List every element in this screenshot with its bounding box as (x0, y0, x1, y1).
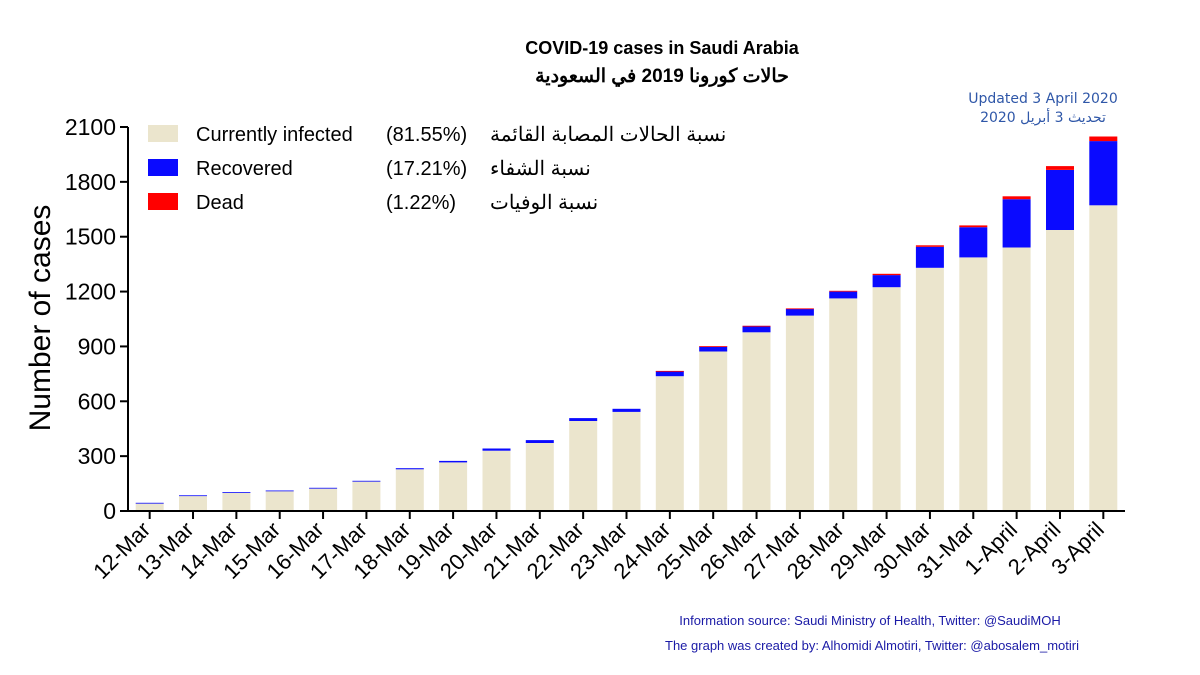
bar-currently-infected-15-mar (265, 490, 294, 511)
bar-currently-infected-16-mar (309, 488, 338, 511)
y-tick-label: 1200 (65, 279, 116, 305)
bar-recovered-24-mar (655, 371, 684, 377)
bar-recovered-31-mar (959, 227, 988, 258)
bars-group (135, 136, 1118, 512)
bar-dead-27-mar (785, 308, 814, 310)
bar-recovered-19-mar (439, 460, 468, 463)
bar-currently-infected-14-mar (222, 492, 251, 511)
bar-recovered-29-mar (872, 275, 901, 288)
y-tick-label: 900 (78, 333, 116, 359)
bar-recovered-28-mar (829, 291, 858, 299)
legend-percent: (81.55%) (386, 124, 467, 146)
bar-currently-infected-30-mar (915, 267, 944, 511)
y-tick-label: 0 (103, 498, 116, 524)
legend-arabic-label: نسبة الشفاء (490, 158, 591, 180)
bar-recovered-17-mar (352, 480, 381, 482)
bar-recovered-16-mar (309, 487, 338, 489)
bar-recovered-26-mar (742, 325, 771, 333)
y-tick-label: 1800 (65, 169, 116, 195)
bar-dead-3-april (1089, 136, 1118, 142)
legend-percent: (17.21%) (386, 158, 467, 180)
bar-recovered-12-mar (135, 502, 164, 504)
bar-currently-infected-18-mar (395, 469, 424, 511)
bar-recovered-3-april (1089, 141, 1118, 206)
bar-currently-infected-26-mar (742, 332, 771, 511)
bar-currently-infected-21-mar (525, 443, 554, 511)
bar-currently-infected-31-mar (959, 257, 988, 511)
bar-recovered-25-mar (699, 346, 728, 352)
bar-dead-30-mar (915, 245, 944, 247)
y-tick-label: 600 (78, 388, 116, 414)
bar-currently-infected-19-mar (439, 462, 468, 511)
bar-currently-infected-22-mar (569, 421, 598, 511)
legend-label: Dead (196, 192, 244, 214)
legend-arabic-label: نسبة الوفيات (490, 192, 598, 214)
bar-dead-26-mar (742, 325, 771, 327)
bar-recovered-20-mar (482, 448, 511, 451)
bar-recovered-14-mar (222, 492, 251, 493)
bar-dead-1-april (1002, 196, 1031, 200)
updated-label: Updated 3 April 2020 (968, 91, 1117, 107)
bar-currently-infected-24-mar (655, 376, 684, 511)
y-axis-label: Number of cases (24, 205, 57, 432)
y-tick-label: 1500 (65, 224, 116, 250)
legend-swatch (148, 193, 178, 210)
bar-currently-infected-1-april (1002, 247, 1031, 511)
bar-recovered-27-mar (785, 308, 814, 316)
y-tick-label: 2100 (65, 114, 116, 140)
bar-currently-infected-2-april (1046, 229, 1074, 511)
legend-swatch (148, 125, 178, 142)
bar-currently-infected-28-mar (829, 298, 858, 511)
y-tick-label: 300 (78, 443, 116, 469)
bar-recovered-15-mar (265, 490, 294, 492)
bar-currently-infected-12-mar (135, 503, 164, 511)
bar-recovered-13-mar (179, 495, 207, 497)
bar-currently-infected-29-mar (872, 287, 901, 511)
bar-recovered-30-mar (915, 246, 944, 268)
legend-arabic-label: نسبة الحالات المصابة القائمة (490, 124, 726, 146)
bar-currently-infected-23-mar (612, 411, 641, 511)
chart-title-arabic: حالات كورونا 2019 في السعودية (535, 66, 789, 88)
bar-dead-28-mar (829, 290, 858, 292)
bar-dead-31-mar (959, 225, 988, 228)
bar-recovered-21-mar (525, 440, 554, 443)
bar-dead-24-mar (655, 370, 684, 372)
updated-label-arabic: تحديث 3 أبريل 2020 (980, 108, 1106, 126)
bar-currently-infected-17-mar (352, 481, 381, 511)
legend-swatch (148, 159, 178, 176)
bar-dead-25-mar (699, 346, 728, 347)
bar-recovered-22-mar (569, 418, 598, 421)
legend: Currently infected (81.55%) نسبة الحالات ا… (148, 124, 726, 214)
source-note: Information source: Saudi Ministry of He… (679, 613, 1060, 628)
bar-recovered-1-april (1002, 199, 1031, 248)
credit-note: The graph was created by: Alhomidi Almot… (665, 638, 1079, 653)
legend-label: Currently infected (196, 124, 353, 146)
bar-recovered-18-mar (395, 468, 424, 470)
bar-recovered-2-april (1046, 170, 1074, 230)
bar-recovered-23-mar (612, 408, 641, 412)
bar-dead-2-april (1046, 166, 1074, 170)
bar-currently-infected-3-april (1089, 205, 1118, 512)
bar-currently-infected-27-mar (785, 315, 814, 511)
bar-currently-infected-13-mar (179, 495, 207, 511)
bar-currently-infected-20-mar (482, 450, 511, 511)
chart-title: COVID-19 cases in Saudi Arabia (525, 38, 799, 58)
bar-currently-infected-25-mar (699, 351, 728, 511)
legend-label: Recovered (196, 158, 293, 180)
bar-dead-29-mar (872, 273, 901, 276)
legend-percent: (1.22%) (386, 192, 456, 214)
